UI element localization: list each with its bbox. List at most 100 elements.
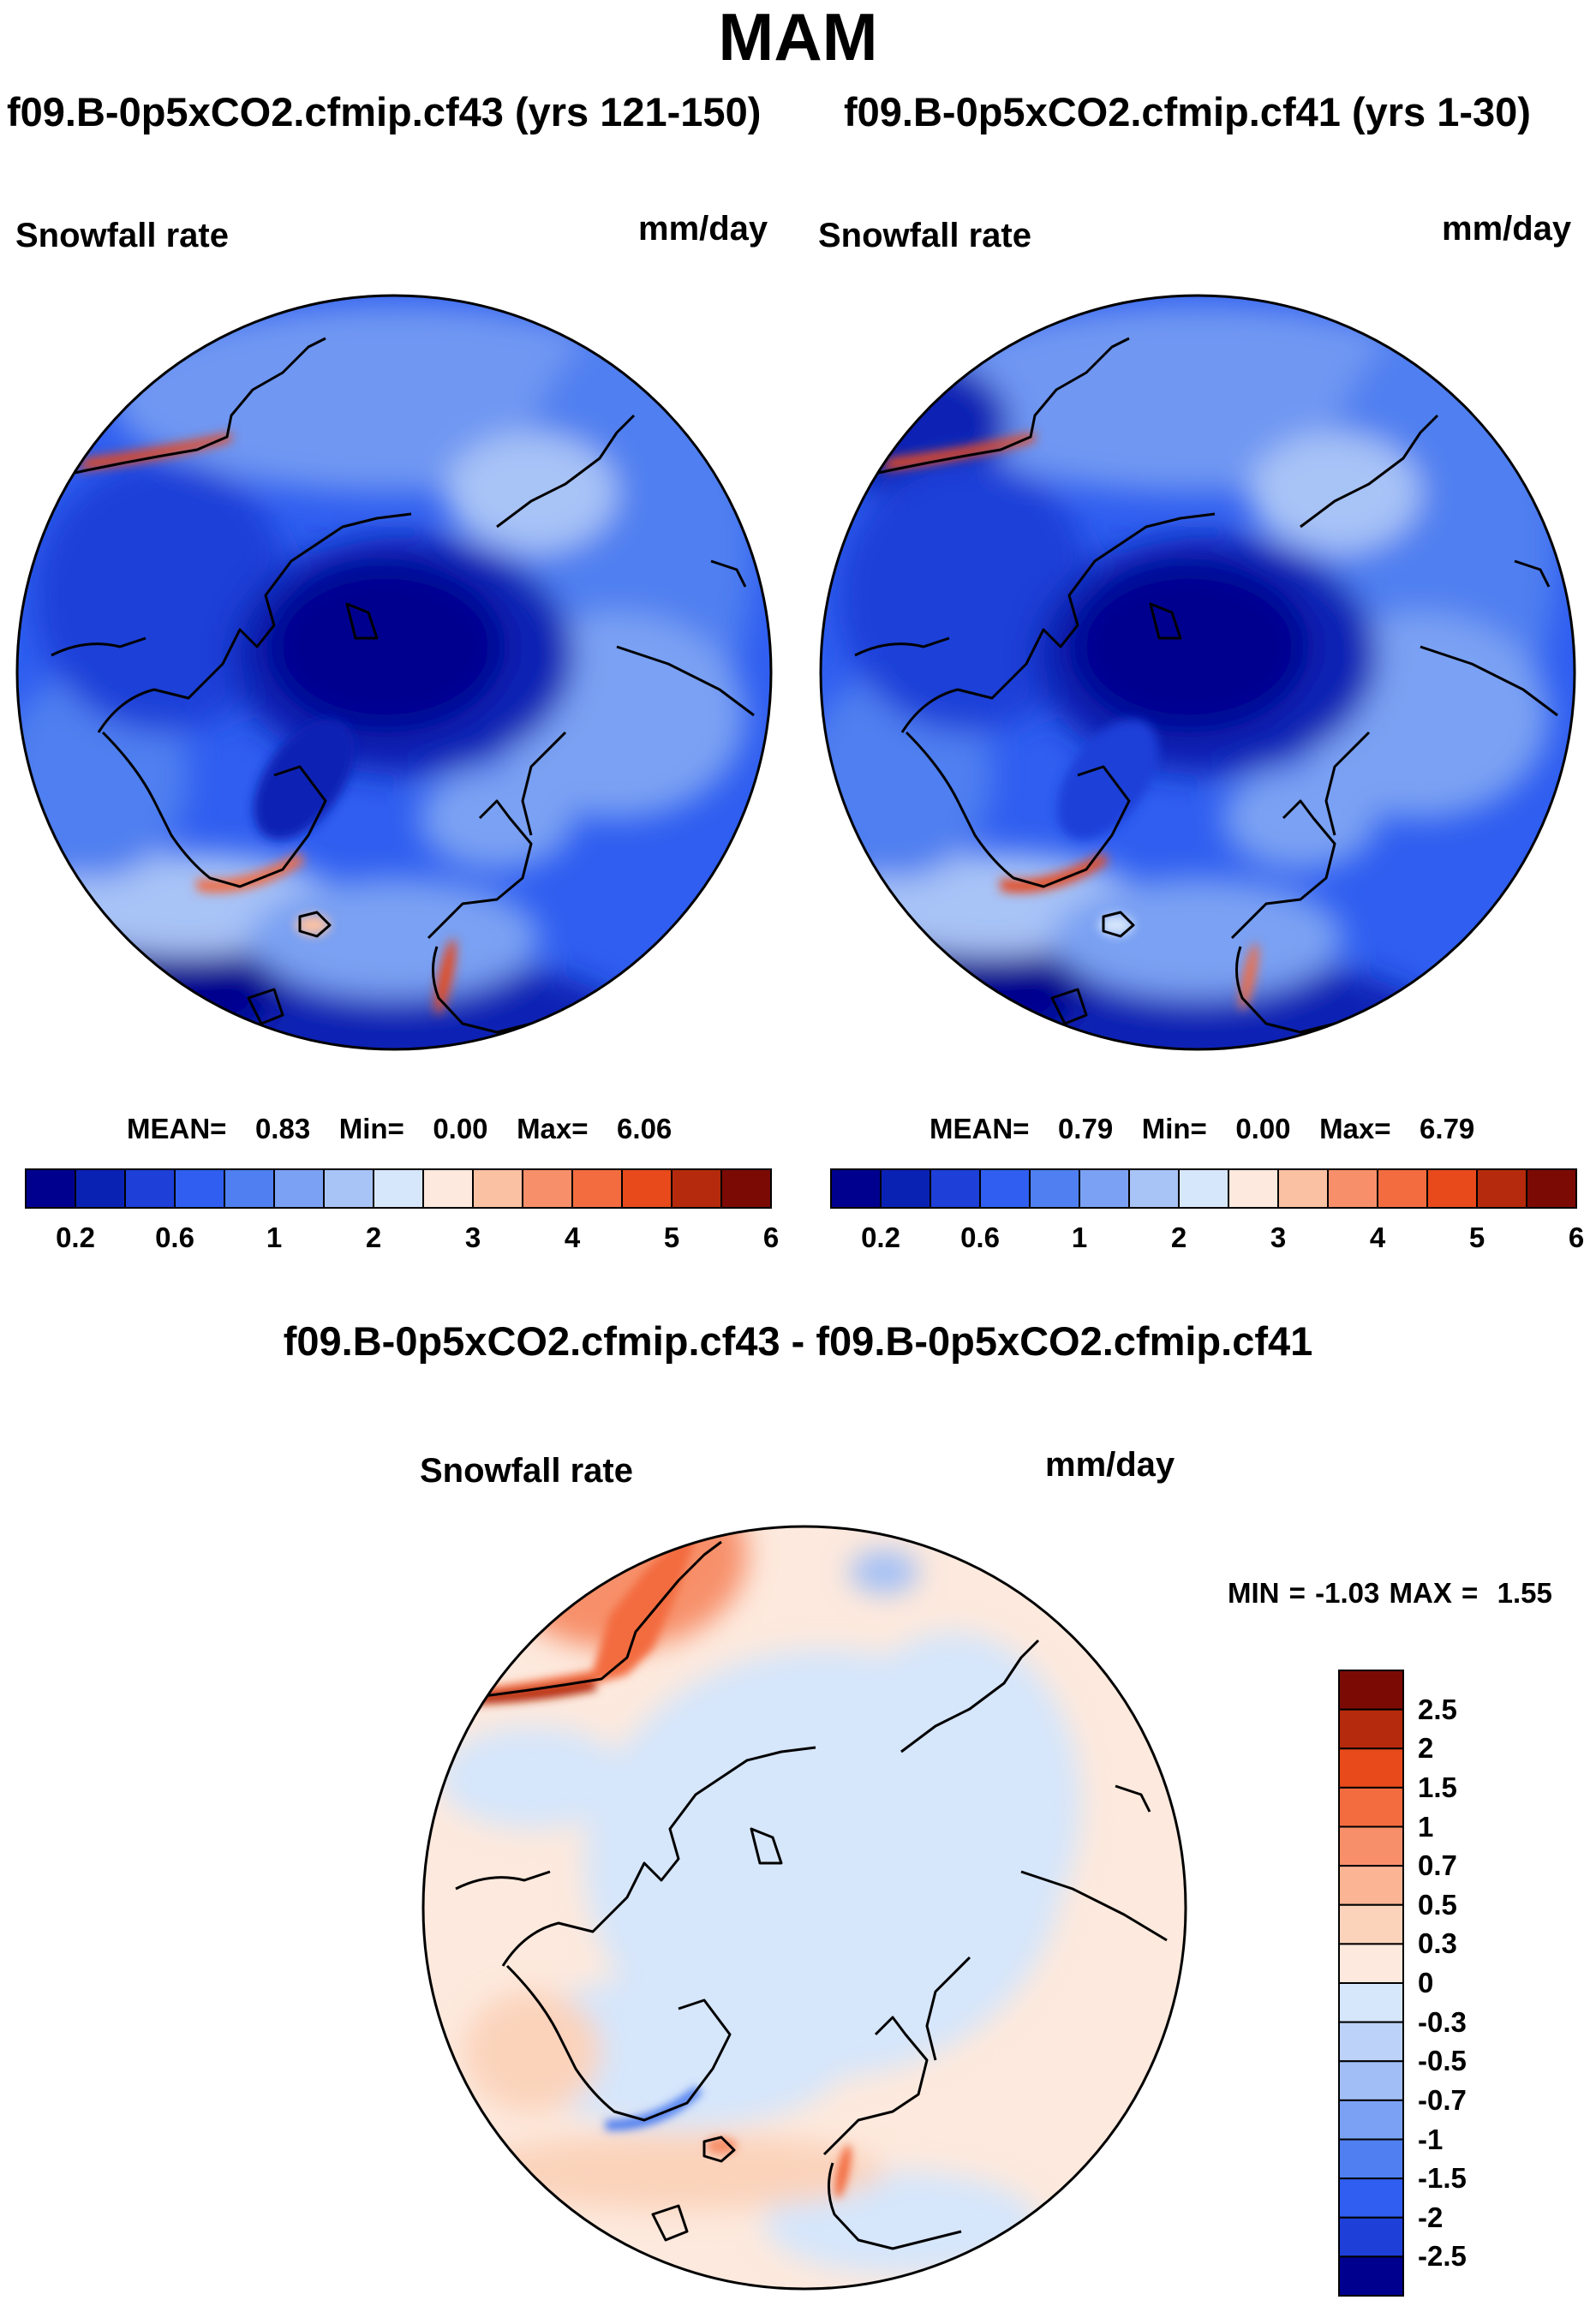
colorbar-1-tick-label: 0.6	[155, 1222, 194, 1253]
colorbar-1-tick-label: 1	[266, 1222, 283, 1253]
colorbar-1-swatch-13	[671, 1168, 722, 1209]
panel-1-colorbar-ticks: 0.2 0.6 1 2 3 4 5 6	[26, 1222, 779, 1257]
panel-1-min-label: Min=	[338, 1113, 404, 1144]
difference-colorbar-swatch-5	[1338, 1865, 1404, 1906]
difference-colorbar-tick-label: -1.5	[1418, 2162, 1467, 2195]
panel-1-min-value: 0.00	[433, 1113, 488, 1144]
panel-1-max-value: 6.06	[617, 1113, 672, 1144]
colorbar-2-tick-label: 2	[1170, 1222, 1187, 1253]
panel-1-mean-label: MEAN=	[127, 1113, 227, 1144]
colorbar-2-swatch-1	[880, 1168, 931, 1209]
colorbar-2-swatch-9	[1277, 1168, 1329, 1209]
panel-1-units-label: mm/day	[638, 210, 768, 248]
difference-title: f09.B-0p5xCO2.cfmip.cf43 - f09.B-0p5xCO2…	[283, 1318, 1313, 1364]
panel-1-map	[15, 294, 773, 1051]
colorbar-1-tick-label: 5	[663, 1222, 680, 1253]
difference-colorbar-swatch-4	[1338, 1825, 1404, 1867]
panel-2-map	[819, 294, 1576, 1051]
colorbar-1-tick-label: 0.2	[56, 1222, 95, 1253]
difference-min-label: MIN =	[1228, 1577, 1306, 1609]
difference-colorbar-tick-label: 0.3	[1418, 1927, 1457, 1960]
colorbar-2-tick-label: 4	[1369, 1222, 1386, 1253]
difference-colorbar-tick-label: -0.5	[1418, 2045, 1467, 2077]
difference-map	[421, 1525, 1187, 2291]
colorbar-2-tick-label: 0.6	[960, 1222, 1000, 1253]
panel-2-mean-value: 0.79	[1057, 1113, 1114, 1144]
panel-1-mean-value: 0.83	[254, 1113, 311, 1144]
difference-colorbar-tick-label: -2.5	[1418, 2240, 1467, 2273]
colorbar-1-swatch-1	[75, 1168, 126, 1209]
colorbar-1-swatch-3	[174, 1168, 225, 1209]
difference-colorbar-swatch-0	[1338, 1670, 1404, 1711]
difference-colorbar-tick-label: 0.7	[1418, 1849, 1457, 1882]
panel-2-stats: MEAN= 0.79 Min= 0.00 Max= 6.79	[930, 1114, 1474, 1144]
difference-colorbar-swatch-2	[1338, 1747, 1404, 1789]
colorbar-2-tick-label: 0.2	[861, 1222, 900, 1253]
difference-colorbar-tick-label: 2.5	[1418, 1693, 1457, 1725]
difference-colorbar-tick-label: 1	[1418, 1810, 1434, 1843]
colorbar-1-swatch-6	[323, 1168, 374, 1209]
panel-2-colorbar	[830, 1168, 1577, 1209]
colorbar-2-swatch-8	[1228, 1168, 1279, 1209]
colorbar-2-tick-label: 1	[1071, 1222, 1088, 1253]
difference-colorbar-tick-label: 2	[1418, 1732, 1434, 1765]
difference-colorbar-swatch-14	[1338, 2216, 1404, 2258]
colorbar-1-tick-label: 6	[762, 1222, 780, 1253]
colorbar-2-swatch-13	[1476, 1168, 1527, 1209]
colorbar-1-swatch-9	[472, 1168, 523, 1209]
difference-max-value: 1.55	[1497, 1577, 1552, 1609]
panel-2-mean-label: MEAN=	[930, 1113, 1030, 1144]
difference-colorbar-swatch-9	[1338, 2021, 1404, 2063]
difference-colorbar-tick-label: -2	[1418, 2201, 1444, 2233]
panel-2-min-value: 0.00	[1235, 1113, 1291, 1144]
colorbar-2-tick-label: 6	[1568, 1222, 1585, 1253]
panel-2-max-value: 6.79	[1420, 1113, 1475, 1144]
colorbar-2-swatch-6	[1128, 1168, 1180, 1209]
colorbar-2-swatch-14	[1526, 1168, 1577, 1209]
difference-variable-label: Snowfall rate	[420, 1452, 633, 1490]
panel-2-colorbar-ticks: 0.2 0.6 1 2 3 4 5 6	[831, 1222, 1584, 1257]
panel-2-max-label: Max=	[1319, 1113, 1391, 1144]
difference-colorbar-ticks: 2.5 2 1.5 1 0.7 0.5 0.3 0 -0.3 -0.5 -0.7 -1 -1.5 -2 -2…	[1418, 1670, 1521, 2300]
difference-colorbar-tick-label: 0	[1418, 1967, 1434, 1998]
panel-2-units-label: mm/day	[1442, 210, 1572, 248]
panel-1-stats: MEAN= 0.83 Min= 0.00 Max= 6.06	[127, 1114, 672, 1144]
colorbar-2-swatch-12	[1426, 1168, 1478, 1209]
panel-1-variable-label: Snowfall rate	[15, 217, 229, 254]
difference-colorbar-swatch-6	[1338, 1903, 1404, 1945]
colorbar-2-tick-label: 3	[1270, 1222, 1287, 1253]
difference-units-label: mm/day	[1045, 1446, 1175, 1484]
colorbar-2-swatch-10	[1327, 1168, 1378, 1209]
difference-min-value: -1.03	[1315, 1577, 1380, 1609]
colorbar-1-swatch-2	[124, 1168, 176, 1209]
difference-colorbar-swatch-11	[1338, 2099, 1404, 2141]
difference-colorbar-tick-label: -0.7	[1418, 2083, 1467, 2116]
colorbar-1-tick-label: 3	[464, 1222, 481, 1253]
difference-colorbar-swatch-15	[1338, 2255, 1404, 2297]
colorbar-1-swatch-4	[224, 1168, 275, 1209]
colorbar-2-swatch-5	[1079, 1168, 1130, 1209]
difference-colorbar-swatch-13	[1338, 2178, 1404, 2219]
difference-colorbar-tick-label: 0.5	[1418, 1888, 1457, 1921]
colorbar-1-swatch-10	[522, 1168, 573, 1209]
panel-1-max-label: Max=	[517, 1113, 589, 1144]
colorbar-2-swatch-0	[830, 1168, 882, 1209]
difference-colorbar	[1338, 1670, 1404, 2297]
difference-minmax: MIN = -1.03 MAX = 1.55	[1228, 1578, 1552, 1609]
colorbar-1-swatch-0	[25, 1168, 76, 1209]
difference-colorbar-swatch-1	[1338, 1708, 1404, 1750]
colorbar-2-swatch-3	[979, 1168, 1031, 1209]
difference-max-label: MAX =	[1389, 1577, 1479, 1609]
colorbar-1-swatch-11	[571, 1168, 623, 1209]
difference-colorbar-tick-label: 1.5	[1418, 1771, 1457, 1803]
colorbar-1-swatch-5	[273, 1168, 325, 1209]
panel-1-case-title: f09.B-0p5xCO2.cfmip.cf43 (yrs 121-150)	[7, 89, 762, 134]
difference-colorbar-swatch-12	[1338, 2138, 1404, 2180]
colorbar-2-swatch-2	[930, 1168, 981, 1209]
difference-colorbar-swatch-10	[1338, 2060, 1404, 2101]
panel-2-min-label: Min=	[1141, 1113, 1207, 1144]
colorbar-2-swatch-11	[1377, 1168, 1428, 1209]
colorbar-2-swatch-4	[1029, 1168, 1080, 1209]
panel-1-colorbar	[25, 1168, 772, 1209]
colorbar-1-swatch-14	[720, 1168, 772, 1209]
